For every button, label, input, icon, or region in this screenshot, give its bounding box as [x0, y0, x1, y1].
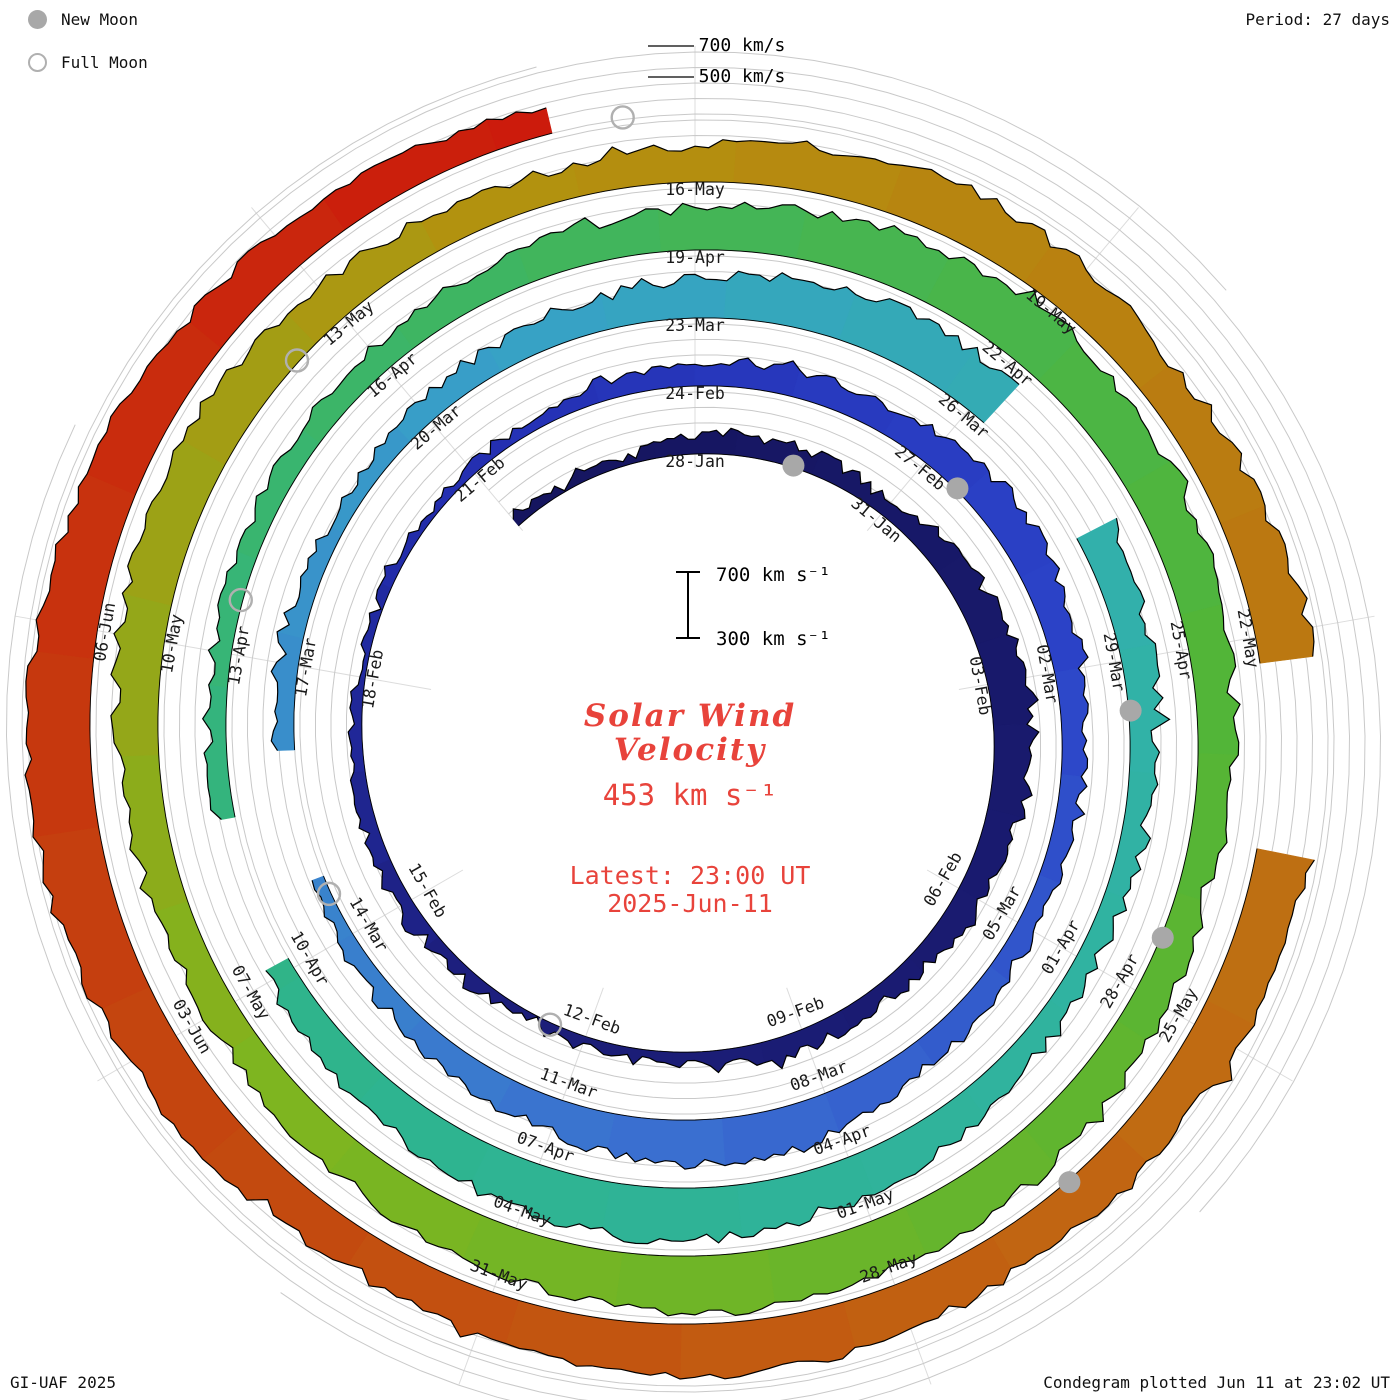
current-velocity-value: 453 km s⁻¹: [603, 778, 778, 812]
svg-text:19-Apr: 19-Apr: [665, 248, 725, 267]
svg-text:24-Feb: 24-Feb: [665, 384, 725, 403]
outer-scale-labels: 700 km/s 500 km/s: [648, 35, 785, 87]
outer-scale-label-500: 500 km/s: [699, 66, 786, 87]
svg-text:18-Feb: 18-Feb: [358, 648, 387, 710]
legend-new-moon: New Moon: [28, 10, 148, 29]
moon-markers: [228, 105, 1174, 1194]
full-moon-icon: [28, 53, 47, 72]
full-moon-label: Full Moon: [61, 53, 148, 72]
new-moon-label: New Moon: [61, 10, 139, 29]
moon-legend: New Moon Full Moon: [28, 10, 148, 96]
scale-label-300: 300 km s⁻¹: [716, 628, 830, 650]
chart-title-line1: Solar Wind: [584, 698, 796, 734]
chart-title-line2: Velocity: [614, 732, 766, 768]
outer-scale-label-700: 700 km/s: [699, 35, 786, 56]
velocity-band: [24, 107, 1315, 1380]
scale-label-700: 700 km s⁻¹: [716, 564, 830, 586]
latest-time: Latest: 23:00 UT: [570, 861, 811, 890]
svg-text:28-Jan: 28-Jan: [665, 452, 725, 471]
period-label: Period: 27 days: [1245, 10, 1391, 29]
svg-text:16-May: 16-May: [665, 180, 725, 199]
legend-full-moon: Full Moon: [28, 53, 148, 72]
credit-label: GI-UAF 2025: [10, 1373, 116, 1392]
center-title-block: Solar Wind Velocity 453 km s⁻¹ Latest: 2…: [570, 698, 811, 918]
svg-text:23-Mar: 23-Mar: [665, 316, 725, 335]
new-moon-icon: [28, 10, 47, 29]
plotted-timestamp: Condegram plotted Jun 11 at 23:02 UT: [1043, 1373, 1390, 1392]
center-scale: 700 km s⁻¹ 300 km s⁻¹: [676, 564, 830, 650]
latest-date: 2025-Jun-11: [607, 889, 773, 918]
